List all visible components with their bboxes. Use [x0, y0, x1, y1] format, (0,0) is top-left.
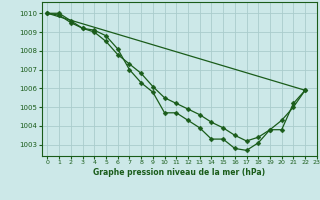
X-axis label: Graphe pression niveau de la mer (hPa): Graphe pression niveau de la mer (hPa): [93, 168, 265, 177]
